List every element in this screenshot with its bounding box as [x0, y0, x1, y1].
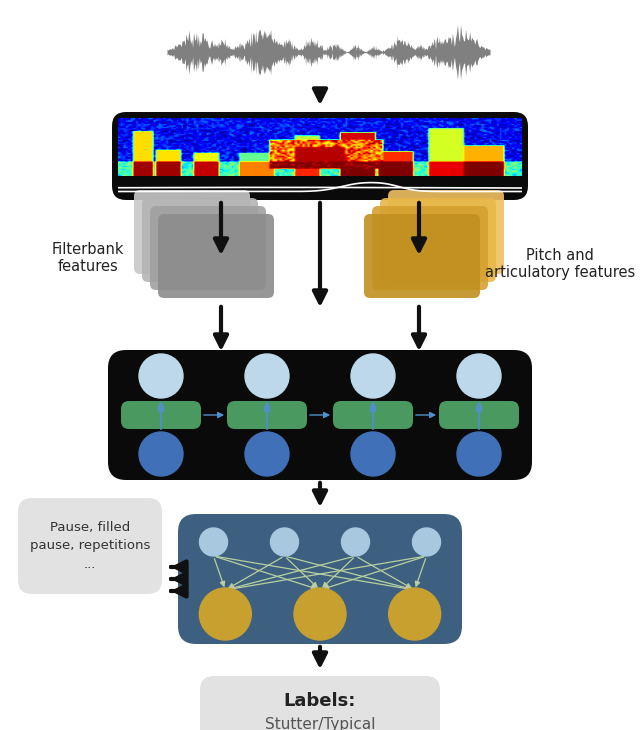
Text: Filterbank
features: Filterbank features [52, 242, 124, 274]
Text: Labels:: Labels: [284, 692, 356, 710]
Circle shape [342, 528, 369, 556]
FancyBboxPatch shape [364, 214, 480, 298]
Circle shape [457, 432, 501, 476]
Circle shape [245, 432, 289, 476]
Circle shape [139, 432, 183, 476]
FancyBboxPatch shape [178, 514, 462, 644]
FancyBboxPatch shape [108, 350, 532, 480]
Circle shape [413, 528, 440, 556]
FancyBboxPatch shape [333, 401, 413, 429]
FancyBboxPatch shape [18, 498, 162, 594]
Circle shape [245, 354, 289, 398]
Circle shape [294, 588, 346, 640]
FancyBboxPatch shape [150, 206, 266, 290]
FancyBboxPatch shape [121, 401, 201, 429]
FancyBboxPatch shape [134, 190, 250, 274]
Circle shape [200, 528, 227, 556]
Circle shape [139, 354, 183, 398]
FancyBboxPatch shape [112, 112, 528, 200]
FancyBboxPatch shape [142, 198, 258, 282]
Circle shape [457, 354, 501, 398]
FancyBboxPatch shape [439, 401, 519, 429]
FancyBboxPatch shape [372, 206, 488, 290]
Circle shape [199, 588, 252, 640]
Text: Pitch and
articulatory features: Pitch and articulatory features [485, 247, 635, 280]
FancyBboxPatch shape [380, 198, 496, 282]
FancyBboxPatch shape [227, 401, 307, 429]
FancyBboxPatch shape [388, 190, 504, 274]
FancyBboxPatch shape [200, 676, 440, 730]
Circle shape [351, 354, 395, 398]
FancyBboxPatch shape [158, 214, 274, 298]
Circle shape [271, 528, 298, 556]
Text: Pause, filled
pause, repetitions
...: Pause, filled pause, repetitions ... [30, 520, 150, 572]
Text: Stutter/Typical: Stutter/Typical [265, 718, 375, 730]
Circle shape [351, 432, 395, 476]
Circle shape [388, 588, 441, 640]
